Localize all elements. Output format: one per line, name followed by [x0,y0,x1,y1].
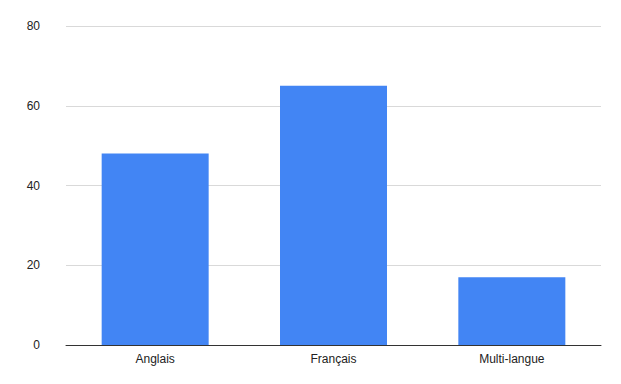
svg-text:0: 0 [33,338,40,352]
svg-text:Multi-langue: Multi-langue [479,352,545,366]
svg-text:Français: Français [310,352,356,366]
svg-text:Anglais: Anglais [135,352,174,366]
svg-text:20: 20 [27,258,41,272]
svg-text:80: 80 [27,19,41,33]
svg-text:60: 60 [27,99,41,113]
svg-text:40: 40 [27,179,41,193]
